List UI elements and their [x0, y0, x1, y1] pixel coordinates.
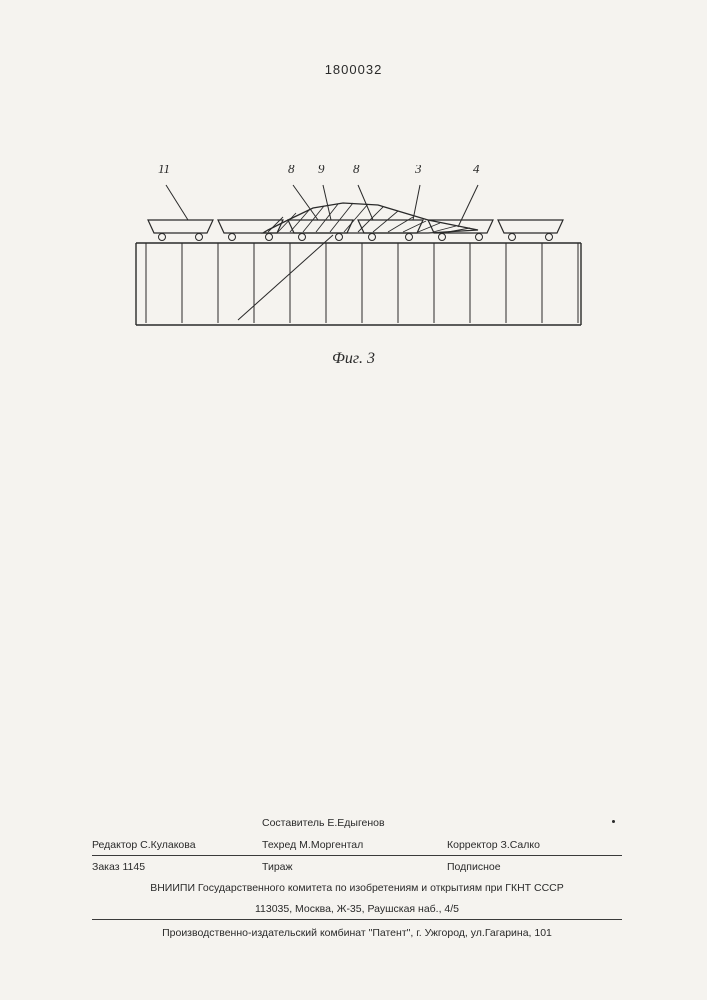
footer-cell: Редактор С.Кулакова	[92, 838, 262, 853]
figure-caption: Фиг. 3	[0, 350, 707, 368]
svg-text:4: 4	[473, 165, 480, 176]
page-number: 1800032	[0, 62, 707, 77]
technical-diagram: 11 8 9 8 3 4	[118, 165, 596, 340]
figure-area: 11 8 9 8 3 4	[118, 165, 596, 340]
footer-address: 113035, Москва, Ж-35, Раушская наб., 4/5	[92, 899, 622, 920]
footer-block: Составитель Е.Едыгенов Редактор С.Кулако…	[92, 812, 622, 941]
footer-row-order: Заказ 1145 Тираж Подписное	[92, 855, 622, 878]
svg-text:3: 3	[414, 165, 422, 176]
footer-cell: Заказ 1145	[92, 860, 262, 875]
footer-print: Производственно-издательский комбинат "П…	[92, 919, 622, 941]
svg-text:11: 11	[158, 165, 170, 176]
footer-cell: Корректор З.Салко	[447, 838, 622, 853]
footer-cell: Подписное	[447, 860, 622, 875]
footer-org: ВНИИПИ Государственного комитета по изоб…	[92, 878, 622, 899]
footer-row-authors: Составитель Е.Едыгенов	[92, 812, 622, 834]
footer-cell: Техред М.Моргентал	[262, 838, 447, 853]
svg-text:8: 8	[288, 165, 295, 176]
footer-cell	[92, 816, 262, 831]
svg-text:8: 8	[353, 165, 360, 176]
footer-row-editors: Редактор С.Кулакова Техред М.Моргентал К…	[92, 834, 622, 856]
footer-cell: Составитель Е.Едыгенов	[262, 816, 447, 831]
footer-cell	[447, 816, 622, 831]
footer-cell: Тираж	[262, 860, 447, 875]
svg-text:9: 9	[318, 165, 325, 176]
